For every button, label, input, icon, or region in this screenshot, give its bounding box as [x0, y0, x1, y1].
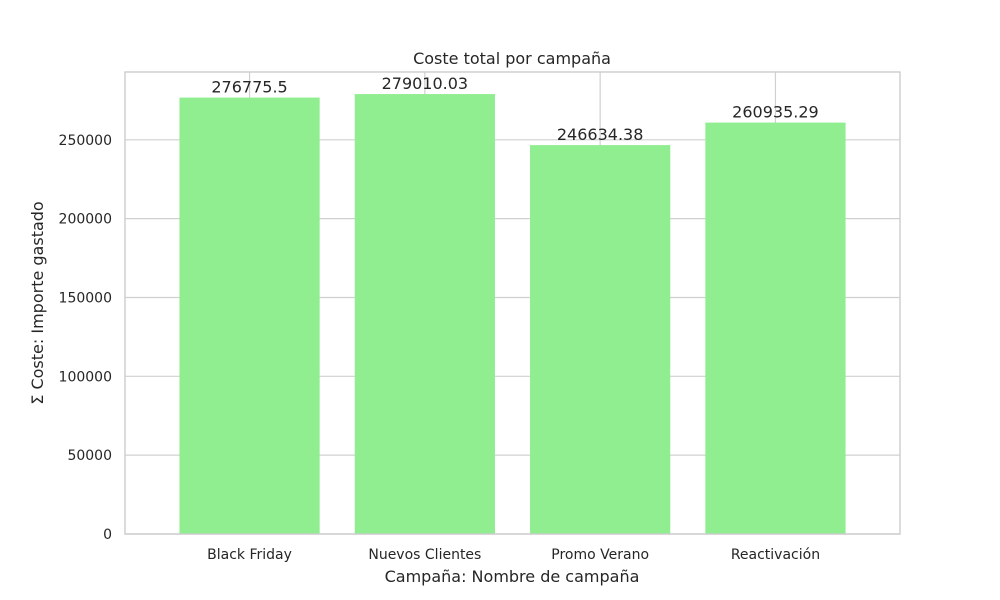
data-label: 279010.03 [382, 74, 469, 93]
bar [530, 145, 671, 534]
y-tick-label: 0 [103, 527, 112, 543]
bars-layer [179, 94, 846, 535]
x-tick-label: Reactivación [731, 547, 820, 563]
chart-title: Coste total por campaña [413, 49, 611, 68]
x-tick-label: Black Friday [207, 547, 292, 563]
x-tick-label: Nuevos Clientes [368, 547, 481, 563]
y-tick-label: 50000 [67, 448, 112, 464]
y-tick-labels: 0 50000 100000 150000 200000 250000 [59, 133, 112, 543]
data-label: 246634.38 [557, 125, 644, 144]
x-tick-labels: Black Friday Nuevos Clientes Promo Verano R… [207, 547, 820, 563]
x-tick-label: Promo Verano [551, 547, 649, 563]
data-label: 276775.5 [211, 78, 287, 97]
y-tick-label: 150000 [59, 290, 112, 306]
plot-frame [124, 71, 901, 535]
data-label: 260935.29 [732, 103, 819, 122]
y-tick-label: 200000 [59, 212, 112, 228]
y-tick-label: 100000 [59, 369, 112, 385]
x-axis-title: Campaña: Nombre de campaña [385, 567, 640, 586]
y-axis-title: Σ Coste: Importe gastado [28, 201, 47, 404]
bar [705, 122, 846, 534]
data-labels: 276775.5 279010.03 246634.38 260935.29 [211, 74, 818, 144]
bar [179, 97, 320, 535]
bar [354, 94, 495, 535]
y-tick-label: 250000 [59, 133, 112, 149]
